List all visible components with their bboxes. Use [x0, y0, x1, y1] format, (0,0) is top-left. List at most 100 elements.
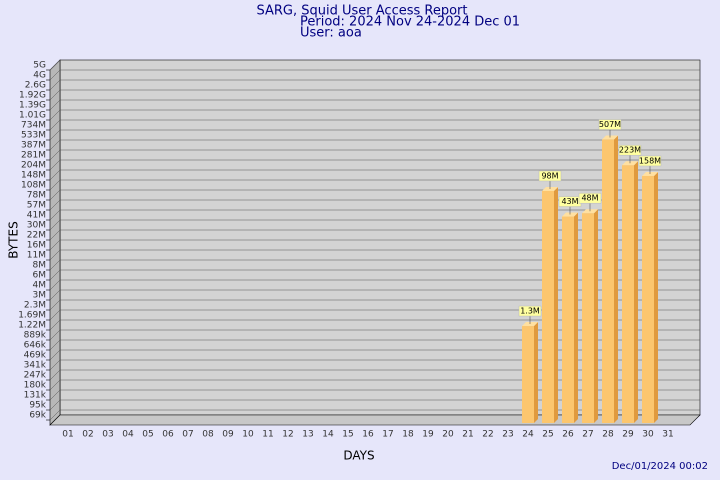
bar [582, 213, 594, 423]
bar [522, 326, 534, 423]
grid-line [49, 109, 61, 121]
x-tick-label: 08 [202, 430, 214, 440]
grid-line [49, 339, 61, 351]
value-label-box [518, 305, 542, 317]
y-tick-label: 41M [27, 211, 46, 221]
y-tick-label: 131k [24, 391, 47, 401]
chart-title: SARG, Squid User Access Report [257, 4, 468, 19]
bar-side [554, 186, 558, 423]
grid-line [49, 349, 61, 361]
x-tick-label: 11 [262, 430, 273, 440]
y-tick-label: 204M [21, 161, 46, 171]
grid-line [49, 219, 61, 231]
y-tick-label: 3M [33, 291, 47, 301]
y-tick-label: 11M [27, 251, 46, 261]
grid-line [49, 289, 61, 301]
value-label: 48M [581, 194, 598, 203]
y-tick-label: 30M [27, 221, 46, 231]
grid-line [49, 329, 61, 341]
y-tick-label: 8M [33, 261, 47, 271]
y-tick-label: 6M [33, 271, 47, 281]
y-tick-label: 533M [21, 131, 46, 141]
grid-line [49, 89, 61, 101]
y-tick-label: 1.39G [19, 101, 46, 111]
value-label: 507M [599, 120, 621, 129]
value-label-box [618, 144, 642, 156]
x-tick-label: 10 [242, 430, 254, 440]
y-tick-label: 69k [29, 411, 46, 421]
bar [602, 139, 614, 423]
y-tick-label: 108M [21, 181, 46, 191]
y-tick-label: 2.3M [24, 301, 46, 311]
grid-line [49, 119, 61, 131]
bar-side [654, 171, 658, 423]
grid-line [49, 319, 61, 331]
grid-line [49, 399, 61, 411]
x-tick-label: 04 [122, 430, 134, 440]
grid-line [49, 299, 61, 311]
x-tick-label: 31 [662, 430, 673, 440]
y-tick-label: 1.22M [18, 321, 46, 331]
x-tick-label: 22 [482, 430, 493, 440]
x-tick-label: 05 [142, 430, 153, 440]
x-tick-label: 15 [342, 430, 353, 440]
x-tick-label: 03 [102, 430, 113, 440]
value-label-box [638, 155, 662, 167]
grid-line [49, 389, 61, 401]
grid-line [49, 239, 61, 251]
y-tick-label: 16M [27, 241, 46, 251]
x-tick-label: 20 [442, 430, 454, 440]
grid-line [49, 139, 61, 151]
footer: Dec/01/2024 00:02 [612, 461, 708, 472]
y-tick-label: 4M [33, 281, 47, 291]
value-label: 158M [639, 156, 661, 165]
grid-line [49, 69, 61, 81]
x-tick-label: 07 [182, 430, 193, 440]
x-tick-label: 01 [62, 430, 73, 440]
y-tick-label: 646k [24, 341, 47, 351]
grid-line [49, 59, 61, 71]
y-tick-label: 281M [21, 151, 46, 161]
grid-line [49, 269, 61, 281]
x-tick-label: 18 [402, 430, 414, 440]
grid-line [49, 159, 61, 171]
bar [562, 216, 574, 423]
y-tick-label: 734M [21, 121, 46, 131]
x-tick-label: 27 [582, 430, 593, 440]
bar-side [594, 209, 598, 423]
bar [622, 165, 634, 423]
bar-side [614, 135, 618, 423]
grid-line [49, 169, 61, 181]
x-tick-label: 12 [282, 430, 293, 440]
y-tick-label: 78M [27, 191, 46, 201]
grid-line [49, 359, 61, 371]
grid-line [49, 99, 61, 111]
x-tick-label: 06 [162, 430, 174, 440]
x-tick-label: 30 [642, 430, 654, 440]
bar-side [634, 161, 638, 423]
y-tick-label: 889k [24, 331, 47, 341]
grid-line [49, 279, 61, 291]
grid-line [49, 79, 61, 91]
y-tick-label: 341k [24, 361, 47, 371]
grid-line [49, 409, 61, 421]
bar [642, 175, 654, 423]
value-label-box [578, 192, 602, 204]
value-label: 98M [541, 171, 558, 180]
x-tick-label: 25 [542, 430, 553, 440]
x-tick-label: 24 [522, 430, 534, 440]
value-label: 223M [619, 146, 641, 155]
y-tick-label: 22M [27, 231, 46, 241]
bar-side [574, 212, 578, 423]
grid-line [49, 379, 61, 391]
x-tick-label: 19 [422, 430, 434, 440]
y-tick-label: 57M [27, 201, 46, 211]
grid-line [49, 249, 61, 261]
x-tick-label: 16 [362, 430, 374, 440]
grid-line [49, 309, 61, 321]
x-axis-label: DAYS [343, 449, 374, 463]
grid-line [49, 179, 61, 191]
x-tick-label: 21 [462, 430, 473, 440]
y-tick-label: 4G [33, 71, 46, 81]
